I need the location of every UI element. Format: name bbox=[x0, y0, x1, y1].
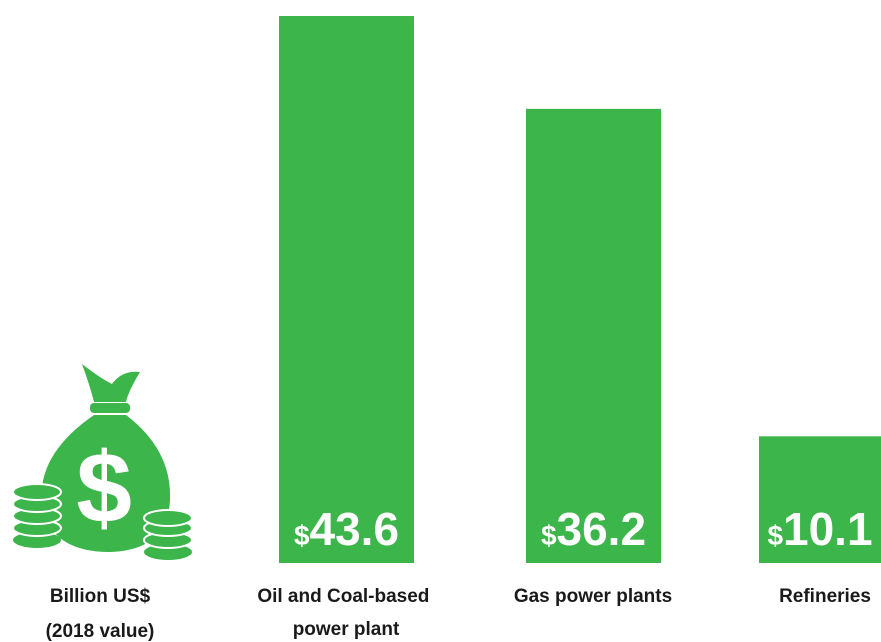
value-label: $36.2 bbox=[541, 503, 646, 555]
bar bbox=[759, 436, 881, 563]
svg-text:$: $ bbox=[76, 432, 132, 544]
unit-label: Billion US$ bbox=[50, 586, 151, 607]
coin-stack-left bbox=[12, 483, 62, 548]
unit-note: (2018 value) bbox=[46, 621, 155, 642]
value-label: $43.6 bbox=[294, 503, 399, 555]
coin-stack-right bbox=[143, 509, 193, 560]
x-tick-label: Gas power plants bbox=[514, 586, 672, 607]
x-tick-label: Refineries bbox=[779, 586, 871, 607]
bar bbox=[526, 108, 661, 563]
value-label: $10.1 bbox=[767, 503, 872, 555]
bar bbox=[279, 16, 414, 563]
x-tick-label: Oil and Coal-based power plant bbox=[257, 586, 434, 640]
money-bag-icon: $ bbox=[12, 364, 193, 560]
